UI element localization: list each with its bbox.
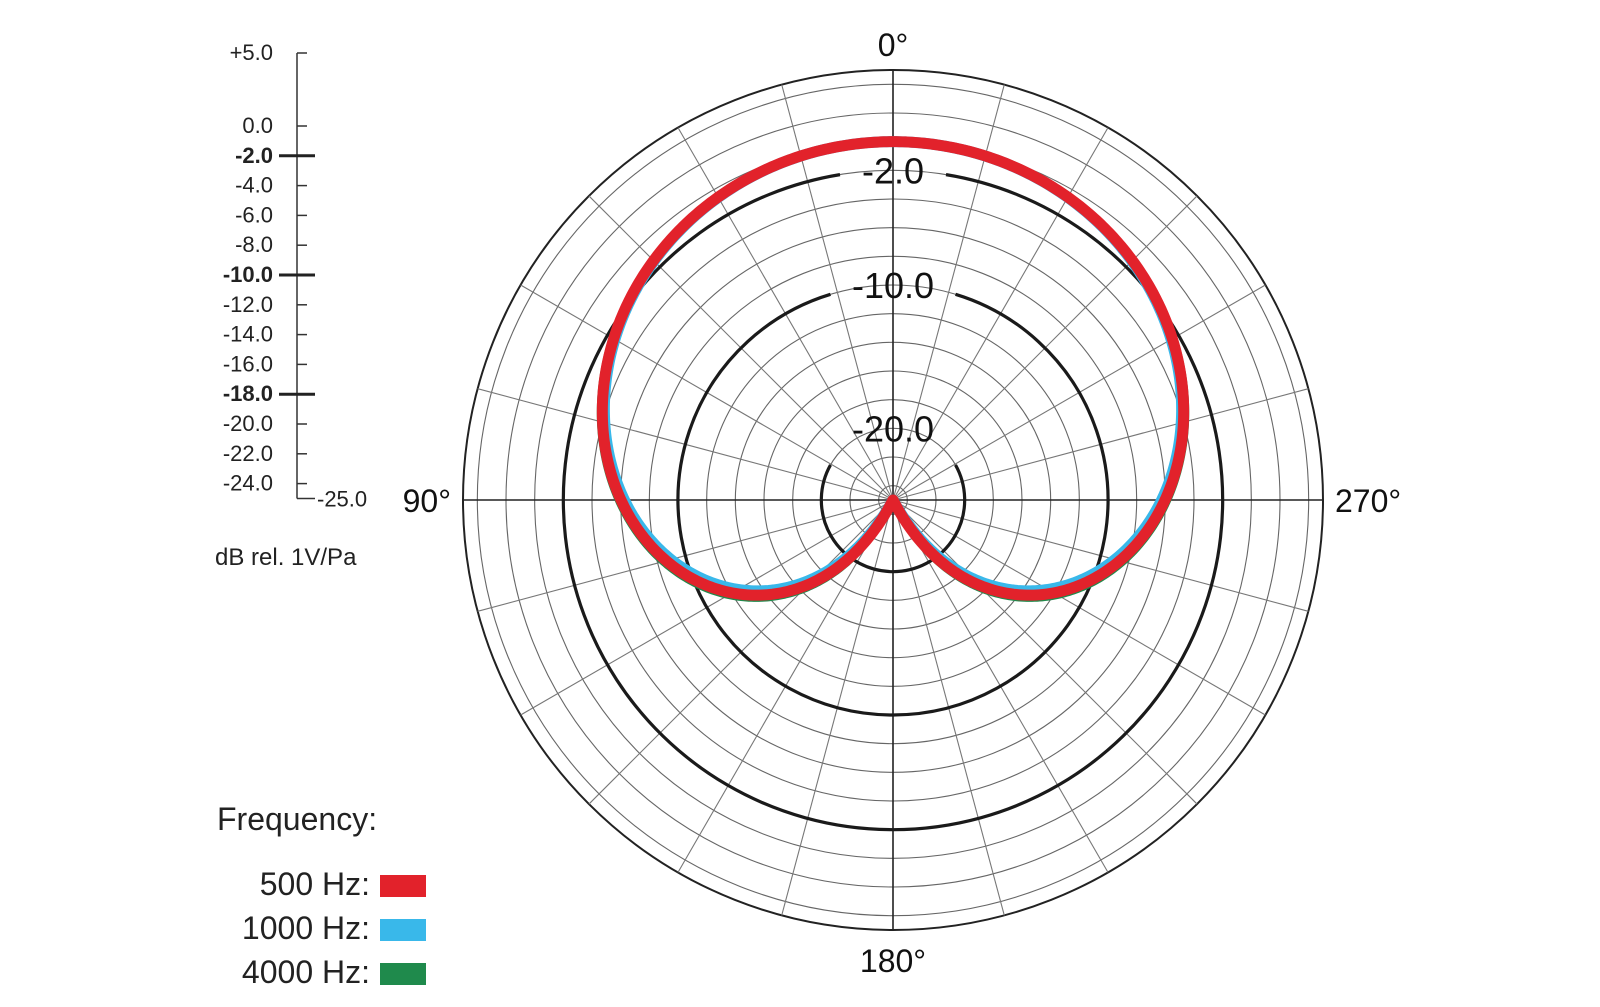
highlight-ring — [676, 292, 1110, 717]
scale-tick-label: -12.0 — [223, 292, 273, 317]
scale-min-label: -25.0 — [317, 487, 367, 512]
scale-tick-label: -4.0 — [235, 173, 273, 198]
response-curves — [596, 136, 1190, 602]
legend-label: 4000 Hz: — [242, 954, 370, 990]
legend-swatch — [380, 919, 426, 941]
legend-title: Frequency: — [217, 801, 377, 837]
scale-tick-label: -16.0 — [223, 351, 273, 376]
legend-label: 500 Hz: — [260, 866, 370, 902]
scale-tick-label: +5.0 — [230, 40, 273, 65]
highlight-rings: -2.0 -10.0 -20.0 — [561, 150, 1225, 832]
scale-unit-label: dB rel. 1V/Pa — [215, 544, 357, 571]
legend: Frequency: 500 Hz: 1000 Hz: 4000 Hz: — [217, 801, 426, 990]
highlight-ring — [561, 173, 1225, 832]
scale-tick-label: -24.0 — [223, 471, 273, 496]
legend-swatch — [380, 963, 426, 985]
scale-tick-label: 0.0 — [242, 113, 273, 138]
scale-tick-label: -22.0 — [223, 441, 273, 466]
angle-label-0: 0° — [878, 27, 909, 63]
scale-tick-label: -18.0 — [223, 381, 273, 406]
scale-tick-label: -20.0 — [223, 411, 273, 436]
angle-label-180: 180° — [860, 943, 926, 979]
ring-label: -20.0 — [852, 408, 934, 449]
legend-label: 1000 Hz: — [242, 910, 370, 946]
ring-label: -10.0 — [852, 265, 934, 306]
angle-label-90: 90° — [403, 483, 451, 519]
scale-tick-label: -14.0 — [223, 322, 273, 347]
angle-labels: 0° 90° 180° 270° — [403, 27, 1402, 979]
scale-tick-label: -2.0 — [235, 143, 273, 168]
scale-tick-label: -8.0 — [235, 232, 273, 257]
highlight-ring — [819, 464, 967, 574]
series-line-500hz — [596, 136, 1190, 601]
ring-label: -2.0 — [862, 150, 924, 191]
angle-label-270: 270° — [1335, 483, 1401, 519]
db-scale: +5.0 0.0 -2.0 -4.0 -6.0 -8.0 -10.0 -12.0 -14.0 -1… — [215, 40, 367, 571]
scale-tick-label: -6.0 — [235, 202, 273, 227]
legend-swatch — [380, 875, 426, 897]
scale-tick-label: -10.0 — [223, 262, 273, 287]
